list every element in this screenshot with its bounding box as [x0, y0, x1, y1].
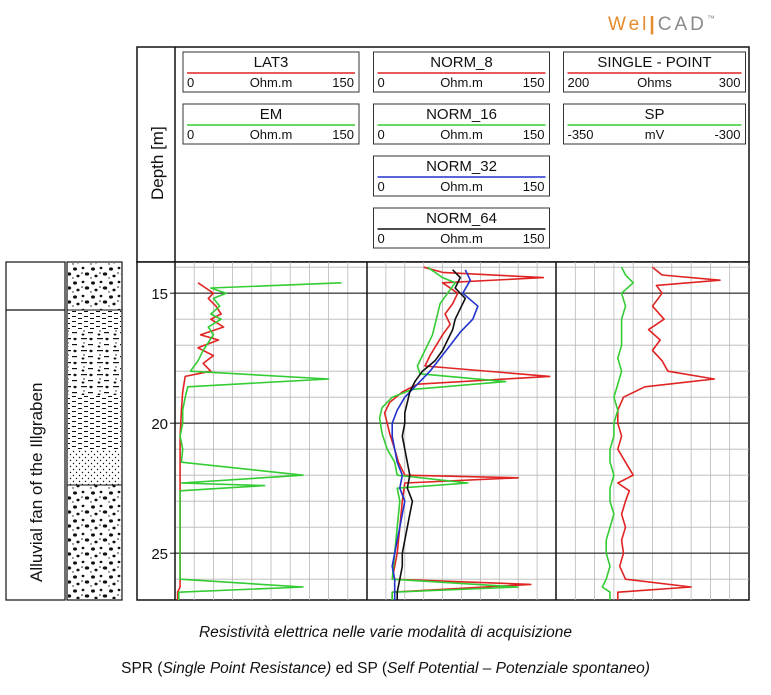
curve-name: SP [644, 106, 664, 123]
scale-min: 0 [378, 231, 385, 246]
curve-name: LAT3 [254, 54, 289, 71]
scale-unit: Ohm.m [440, 179, 483, 194]
formation-label: Alluvial fan of the Illgraben [27, 383, 46, 582]
scale-max: 150 [523, 179, 545, 194]
curve-name: EM [260, 106, 283, 123]
wellcad-logo: Wel|CAD™ [608, 14, 715, 35]
curve-name: SINGLE - POINT [597, 54, 711, 71]
curve-norm-64 [396, 269, 467, 600]
scale-unit: Ohm.m [440, 127, 483, 142]
scale-min: 0 [187, 127, 194, 142]
curve-norm-32 [391, 269, 479, 600]
caption-line-2: SPR (Single Point Resistance) ed SP (Sel… [121, 660, 650, 677]
scale-max: 150 [332, 75, 354, 90]
curve-name: NORM_16 [426, 106, 497, 123]
scale-max: 150 [523, 127, 545, 142]
lithology-column: Alluvial fan of the Illgraben [5, 261, 123, 601]
curve-header-norm-8: NORM_8 0 Ohm.m 150 [373, 51, 550, 93]
scale-min: -350 [568, 127, 594, 142]
curve-header-lat3: LAT3 0 Ohm.m 150 [182, 51, 360, 93]
curve-header-norm-64: NORM_64 0 Ohm.m 150 [373, 207, 550, 249]
scale-unit: Ohms [637, 75, 672, 90]
scale-max: -300 [714, 127, 740, 142]
curve-header-norm-16: NORM_16 0 Ohm.m 150 [373, 103, 550, 145]
scale-unit: Ohm.m [250, 75, 293, 90]
scale-max: 300 [719, 75, 741, 90]
lith-gravel-top [68, 263, 121, 310]
depth-tick-label: 25 [151, 546, 168, 563]
scale-max: 150 [523, 231, 545, 246]
scale-min: 0 [378, 127, 385, 142]
scale-min: 0 [378, 179, 385, 194]
lith-gravel-bottom [68, 485, 121, 599]
scale-min: 0 [187, 75, 194, 90]
curve-sp [601, 266, 635, 600]
curve-em [178, 282, 342, 600]
curve-name: NORM_32 [426, 158, 497, 175]
curve-name: NORM_64 [426, 210, 497, 227]
depth-axis-label: Depth [m] [148, 126, 167, 200]
curve-header-em: EM 0 Ohm.m 150 [182, 103, 360, 145]
caption-line-1: Resistività elettrica nelle varie modali… [198, 624, 573, 641]
lith-silt-band [68, 310, 121, 330]
curve-header-norm-32: NORM_32 0 Ohm.m 150 [373, 155, 550, 197]
scale-unit: Ohm.m [250, 127, 293, 142]
curve-header-single-point: SINGLE - POINT 200 Ohms 300 [563, 51, 746, 93]
scale-unit: Ohm.m [440, 75, 483, 90]
scale-min: 0 [378, 75, 385, 90]
scale-min: 200 [568, 75, 590, 90]
depth-tick-label: 15 [151, 286, 168, 303]
curve-norm-16 [378, 266, 520, 600]
lith-sandy-gravel [68, 330, 121, 395]
scale-max: 150 [523, 75, 545, 90]
depth-tick-label: 20 [151, 416, 168, 433]
lith-silt [68, 395, 121, 450]
scale-unit: Ohm.m [440, 231, 483, 246]
scale-unit: mV [645, 127, 665, 142]
curve-header-sp: SP -350 mV -300 [563, 103, 746, 145]
lith-sand [68, 450, 121, 485]
curve-single-point [616, 266, 721, 600]
curve-name: NORM_8 [430, 54, 493, 71]
scale-max: 150 [332, 127, 354, 142]
